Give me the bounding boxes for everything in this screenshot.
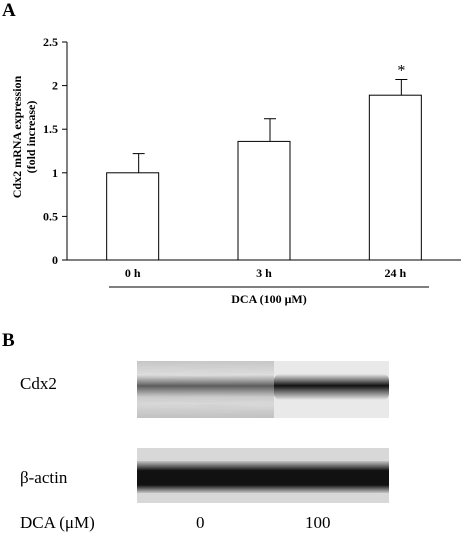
bar bbox=[237, 140, 291, 261]
bar bbox=[368, 94, 422, 261]
x-tick-label: 3 h bbox=[256, 266, 272, 280]
treatment-label: DCA (μM) bbox=[20, 513, 95, 532]
significance-marker: * bbox=[397, 62, 405, 79]
chart-bars: * bbox=[106, 62, 422, 261]
lane-label-100: 100 bbox=[305, 513, 331, 532]
bar-chart: 0 0.5 1 1.5 2 2.5 * 0 h 3 h 24 h DCA (100 μM) bbox=[43, 35, 461, 306]
x-tick-label: 0 h bbox=[125, 266, 141, 280]
y-tick-label: 2.5 bbox=[43, 35, 58, 49]
blot-label-cdx2: Cdx2 bbox=[20, 374, 57, 393]
y-tick-label: 0.5 bbox=[43, 209, 58, 223]
chart-x-labels: 0 h 3 h 24 h DCA (100 μM) bbox=[109, 266, 429, 306]
lane-label-0: 0 bbox=[196, 513, 205, 532]
group-label: DCA (100 μM) bbox=[231, 292, 306, 306]
cdx2-blot-graphic bbox=[137, 361, 389, 418]
x-tick-label: 24 h bbox=[384, 266, 406, 280]
y-tick-label: 1.5 bbox=[43, 122, 58, 136]
beta-actin-blot-graphic bbox=[137, 448, 389, 503]
bar bbox=[106, 172, 160, 261]
y-tick-label: 0 bbox=[52, 253, 58, 267]
y-tick-label: 2 bbox=[52, 79, 58, 93]
panel-a-letter: A bbox=[2, 0, 16, 21]
y-tick-label: 1 bbox=[52, 166, 58, 180]
beta-actin-blot-image bbox=[137, 448, 389, 503]
cdx2-blot-image bbox=[137, 361, 389, 418]
blot-label-beta-actin: β-actin bbox=[20, 468, 68, 487]
panel-b-letter: B bbox=[2, 330, 15, 351]
